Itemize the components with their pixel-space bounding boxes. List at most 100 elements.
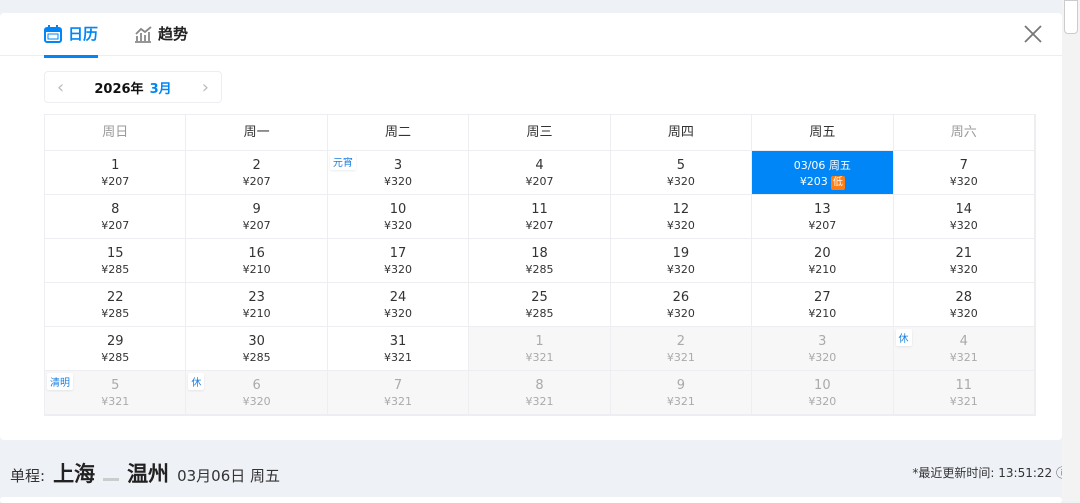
day-cell[interactable]: 25 ¥285	[469, 283, 611, 327]
day-cell[interactable]: 11 ¥207	[469, 195, 611, 239]
day-number: 4	[535, 158, 544, 173]
day-cell[interactable]: 29 ¥285	[45, 327, 187, 371]
day-cell[interactable]: 17 ¥320	[327, 239, 470, 283]
day-cell[interactable]: 8 ¥321	[469, 371, 611, 415]
day-number: 1	[535, 334, 544, 349]
day-cell[interactable]: 7 ¥321	[327, 371, 470, 415]
day-cell[interactable]: 8 ¥207	[45, 195, 187, 239]
tab-label: 趋势	[158, 25, 189, 43]
tab-label: 日历	[68, 25, 99, 43]
day-cell[interactable]: 26 ¥320	[610, 283, 753, 327]
week-row: 29 ¥285 30 ¥285 31 ¥321 1 ¥321 2 ¥321 3 ¥320 休 4 ¥321	[45, 327, 1035, 371]
day-price: ¥285	[45, 350, 185, 366]
day-cell[interactable]: 11 ¥321	[893, 371, 1035, 415]
last-updated-text: *最近更新时间: 13:51:22 ⓘ	[912, 466, 1068, 480]
day-cell[interactable]: 14 ¥320	[893, 195, 1035, 239]
price-text: ¥320	[384, 307, 413, 320]
day-number: 25	[531, 290, 548, 305]
day-cell[interactable]: 休 4 ¥321	[893, 327, 1035, 371]
day-cell[interactable]: 28 ¥320	[893, 283, 1035, 327]
day-number: 28	[955, 290, 973, 305]
prev-month-button[interactable]: ‹	[57, 76, 65, 98]
day-cell[interactable]: 2 ¥207	[186, 151, 328, 195]
day-cell[interactable]: 13 ¥207	[752, 195, 894, 239]
day-price: ¥207	[752, 218, 892, 234]
price-text: ¥320	[949, 307, 978, 320]
day-number: 9	[676, 378, 686, 393]
day-number: 3	[393, 158, 403, 173]
day-cell[interactable]: 10 ¥320	[752, 371, 894, 415]
day-price: ¥320	[894, 174, 1034, 190]
holiday-tag: 清明	[47, 373, 73, 390]
day-price: ¥321	[45, 394, 185, 410]
day-price: ¥210	[186, 262, 326, 278]
day-number: 13	[814, 202, 831, 217]
scrollbar-thumb[interactable]	[1064, 0, 1078, 34]
price-text: ¥207	[525, 175, 554, 188]
day-cell[interactable]: 3 ¥320	[752, 327, 894, 371]
day-cell[interactable]: 22 ¥285	[45, 283, 187, 327]
next-month-button[interactable]: ›	[201, 76, 209, 98]
week-row: 15 ¥285 16 ¥210 17 ¥320 18 ¥285 19 ¥320 20 ¥210 21 ¥3…	[45, 239, 1035, 283]
scrollbar[interactable]	[1062, 0, 1080, 501]
day-cell[interactable]: 4 ¥207	[469, 151, 611, 195]
day-cell[interactable]: 休 6 ¥320	[186, 371, 328, 415]
day-number: 26	[672, 290, 690, 305]
day-cell[interactable]: 元宵 3 ¥320	[327, 151, 470, 195]
weekday-0: 周日	[45, 115, 187, 151]
day-cell[interactable]: 9 ¥321	[610, 371, 753, 415]
price-text: ¥321	[525, 395, 554, 408]
day-price: ¥320	[611, 174, 751, 190]
calendar-icon	[44, 24, 62, 43]
day-cell[interactable]: 27 ¥210	[752, 283, 894, 327]
day-cell[interactable]: 9 ¥207	[186, 195, 328, 239]
day-price: ¥320	[752, 394, 892, 410]
day-cell[interactable]: 5 ¥320	[610, 151, 753, 195]
day-cell[interactable]: 1 ¥321	[469, 327, 611, 371]
day-cell[interactable]: 03/06 周五 ¥203 低	[752, 151, 894, 195]
day-price: ¥203 低	[752, 174, 892, 190]
month-navigator: ‹ 2026年 3月 ›	[44, 71, 222, 103]
calendar-grid: 周日 周一 周二 周三 周四 周五 周六 1 ¥207 2 ¥207 元宵 3 ¥320 4 ¥207 5 ¥3…	[44, 114, 1036, 416]
tab-calendar[interactable]: 日历	[44, 23, 99, 58]
day-cell[interactable]: 19 ¥320	[610, 239, 753, 283]
day-price: ¥285	[45, 262, 185, 278]
price-text: ¥320	[666, 219, 695, 232]
tab-trend[interactable]: 趋势	[134, 23, 188, 44]
day-number: 4	[959, 334, 968, 349]
results-panel-edge	[0, 497, 1062, 503]
day-price: ¥210	[752, 262, 892, 278]
day-number: 16	[248, 246, 265, 261]
price-text: ¥210	[808, 263, 837, 276]
day-cell[interactable]: 20 ¥210	[752, 239, 894, 283]
day-number: 31	[389, 334, 407, 349]
day-cell[interactable]: 2 ¥321	[610, 327, 753, 371]
day-cell[interactable]: 24 ¥320	[327, 283, 470, 327]
day-price: ¥207	[469, 218, 609, 234]
day-price: ¥321	[611, 350, 751, 366]
day-cell[interactable]: 23 ¥210	[186, 283, 328, 327]
day-cell[interactable]: 清明 5 ¥321	[45, 371, 187, 415]
close-icon[interactable]	[1022, 23, 1044, 45]
price-text: ¥207	[525, 219, 554, 232]
day-cell[interactable]: 18 ¥285	[469, 239, 611, 283]
day-price: ¥321	[469, 394, 609, 410]
day-cell[interactable]: 30 ¥285	[186, 327, 328, 371]
day-number: 27	[814, 290, 831, 305]
day-cell[interactable]: 31 ¥321	[327, 327, 470, 371]
day-price: ¥320	[328, 306, 468, 322]
day-cell[interactable]: 7 ¥320	[893, 151, 1035, 195]
day-cell[interactable]: 16 ¥210	[186, 239, 328, 283]
day-cell[interactable]: 1 ¥207	[45, 151, 187, 195]
day-cell[interactable]: 12 ¥320	[610, 195, 753, 239]
day-cell[interactable]: 10 ¥320	[327, 195, 470, 239]
price-text: ¥320	[384, 263, 413, 276]
holiday-tag: 休	[895, 329, 912, 346]
price-text: ¥320	[808, 351, 837, 364]
day-cell[interactable]: 15 ¥285	[45, 239, 187, 283]
day-cell[interactable]: 21 ¥320	[893, 239, 1035, 283]
price-text: ¥207	[101, 219, 130, 232]
price-text: ¥320	[949, 175, 978, 188]
day-number: 15	[106, 246, 124, 261]
day-price: ¥207	[45, 174, 185, 190]
